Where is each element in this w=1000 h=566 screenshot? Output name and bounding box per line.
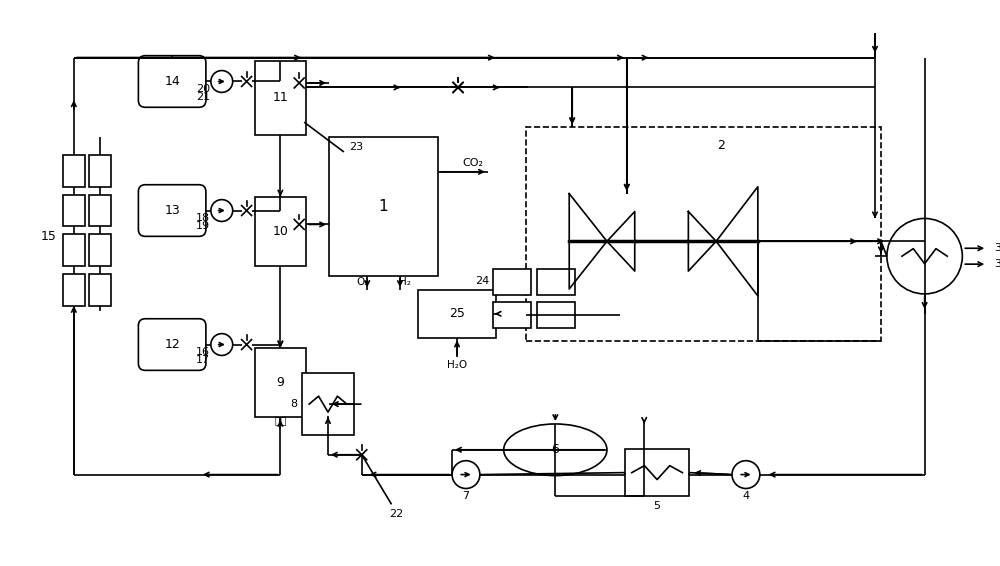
Circle shape — [211, 333, 233, 355]
Bar — [537, 269, 575, 295]
Bar — [329, 137, 438, 276]
Bar — [89, 274, 111, 306]
Bar — [89, 234, 111, 266]
Bar — [255, 196, 306, 266]
Circle shape — [211, 71, 233, 92]
Text: 23: 23 — [349, 142, 363, 152]
Bar — [493, 302, 531, 328]
Text: H₂O: H₂O — [447, 361, 467, 370]
Text: 18: 18 — [196, 213, 210, 224]
Bar — [63, 234, 85, 266]
Text: 3: 3 — [994, 243, 1000, 253]
FancyBboxPatch shape — [138, 55, 206, 108]
Bar — [255, 61, 306, 135]
Text: 21: 21 — [196, 92, 210, 102]
Bar — [302, 374, 354, 435]
Text: 10: 10 — [272, 225, 288, 238]
Text: 15: 15 — [41, 230, 57, 243]
Bar — [526, 127, 881, 341]
Bar — [63, 155, 85, 187]
Text: 9: 9 — [276, 376, 284, 389]
Bar — [493, 269, 531, 295]
Text: 25: 25 — [449, 307, 465, 320]
Text: 13: 13 — [164, 204, 180, 217]
Bar — [63, 195, 85, 226]
Text: 7: 7 — [462, 491, 470, 501]
Text: 12: 12 — [164, 338, 180, 351]
Text: 14: 14 — [164, 75, 180, 88]
Text: CO₂: CO₂ — [462, 158, 483, 168]
Text: 19: 19 — [196, 221, 210, 231]
Text: 11: 11 — [272, 91, 288, 104]
Text: 8: 8 — [291, 399, 298, 409]
Text: 17: 17 — [196, 355, 210, 366]
Text: 3: 3 — [994, 259, 1000, 269]
Bar — [255, 348, 306, 417]
Circle shape — [887, 218, 962, 294]
Text: 2: 2 — [717, 139, 725, 152]
Text: 24: 24 — [476, 276, 490, 286]
Text: 1: 1 — [379, 199, 388, 214]
FancyBboxPatch shape — [138, 319, 206, 370]
FancyBboxPatch shape — [138, 185, 206, 237]
Text: 4: 4 — [742, 491, 749, 501]
Bar — [537, 302, 575, 328]
Text: H₂: H₂ — [399, 277, 411, 287]
Text: 5: 5 — [654, 501, 661, 511]
Bar — [89, 155, 111, 187]
Bar — [89, 195, 111, 226]
Text: 空气: 空气 — [274, 415, 287, 425]
Text: O₂: O₂ — [356, 277, 368, 287]
Text: 16: 16 — [196, 348, 210, 358]
Bar — [63, 274, 85, 306]
Circle shape — [732, 461, 760, 488]
Bar — [625, 449, 689, 496]
Circle shape — [452, 461, 480, 488]
Bar — [418, 290, 496, 337]
Circle shape — [211, 200, 233, 221]
Text: 20: 20 — [196, 84, 210, 95]
Ellipse shape — [504, 424, 607, 475]
Text: 22: 22 — [389, 509, 404, 519]
Text: 6: 6 — [551, 443, 559, 456]
